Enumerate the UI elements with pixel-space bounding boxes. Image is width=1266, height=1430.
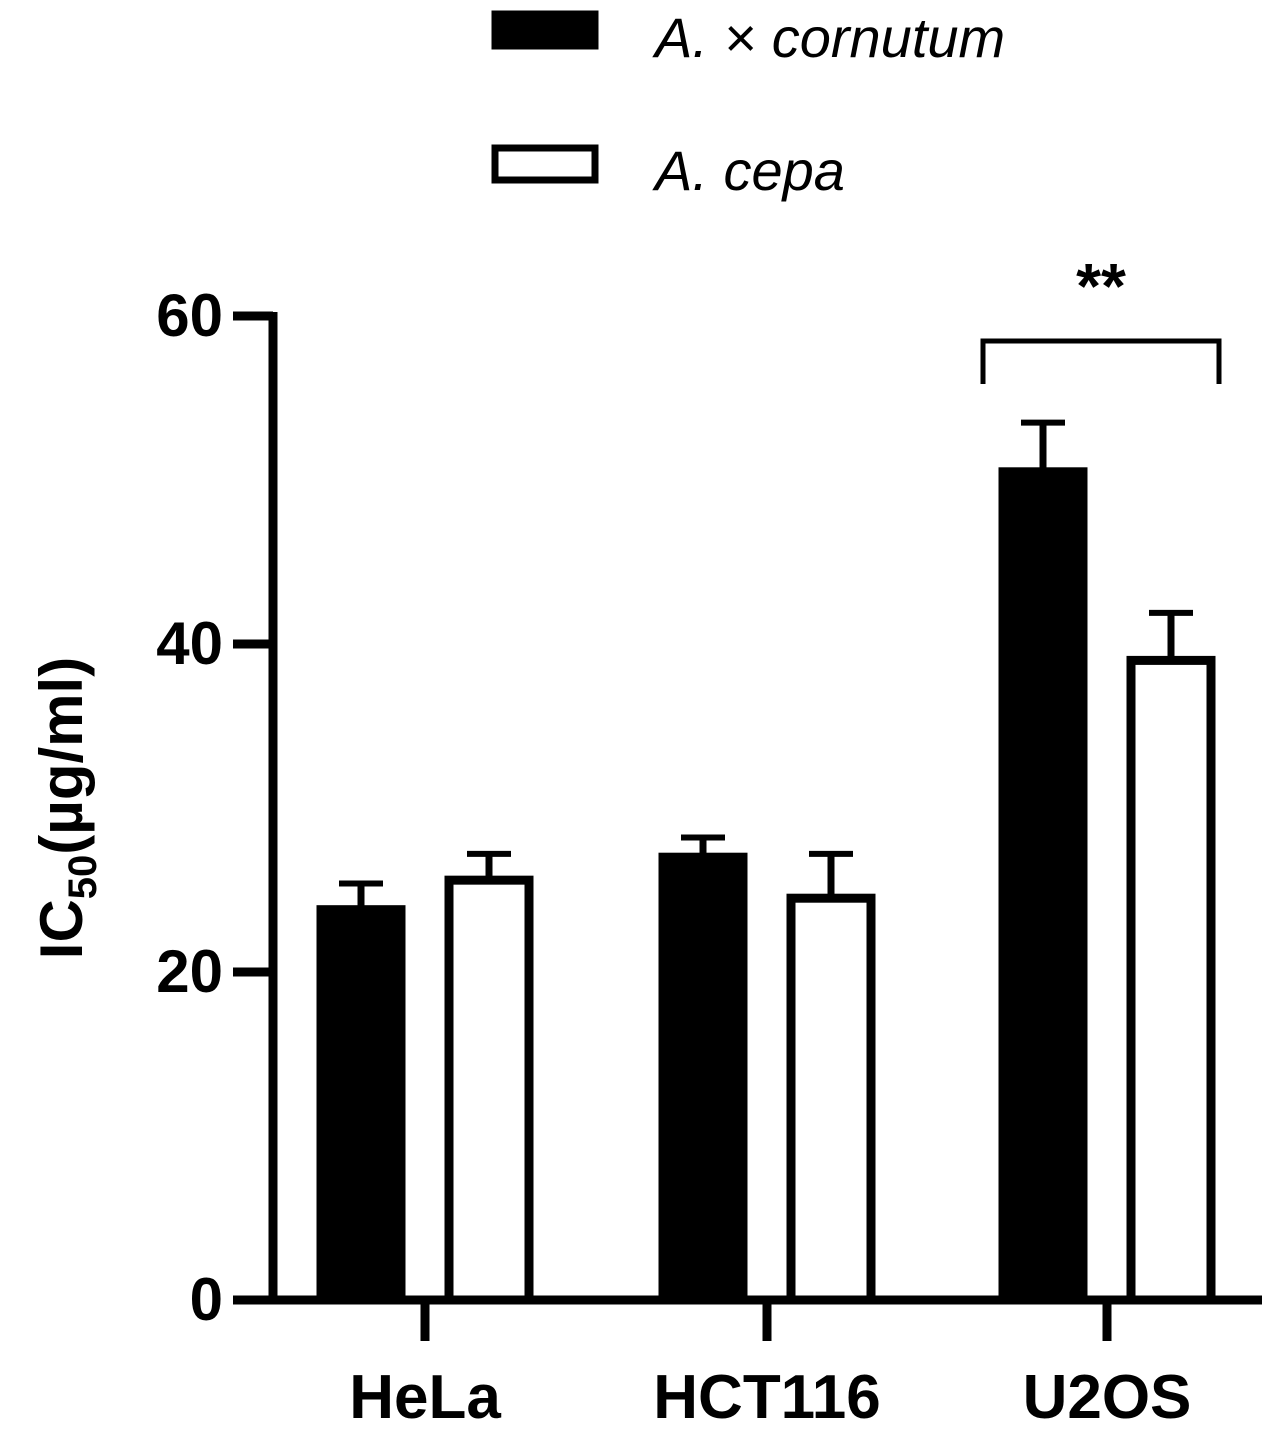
y-axis-label: IC50(µg/ml) <box>28 657 105 959</box>
y-tick-label-20: 20 <box>156 938 223 1005</box>
significance-label-u2os: ** <box>1076 250 1126 322</box>
x-tick-label-u2os: U2OS <box>1023 1363 1192 1430</box>
legend-label-series-1: A. × cornutum <box>652 6 1005 69</box>
legend-label-series-2: A. cepa <box>652 139 845 202</box>
x-tick-label-hct116: HCT116 <box>653 1363 880 1430</box>
y-tick-label-60: 60 <box>156 282 223 349</box>
bar-cornutum-hela <box>316 905 406 1305</box>
x-tick-label-hela: HeLa <box>349 1363 501 1430</box>
legend: A. × cornutum A. cepa <box>491 6 1005 202</box>
bar-cepa-u2os <box>1126 655 1216 1305</box>
bar-cepa-hela <box>444 875 534 1305</box>
bar-cepa-hct116 <box>786 893 876 1305</box>
plot-area: 0 20 40 60 HeLa HCT116 U2OS ** <box>156 250 1262 1430</box>
legend-swatch-series-2 <box>491 144 599 184</box>
significance-bracket-u2os <box>980 338 1222 384</box>
bar-cornutum-u2os <box>998 467 1088 1305</box>
y-tick-label-0: 0 <box>190 1266 223 1333</box>
bar-cornutum-hct116 <box>658 852 748 1305</box>
legend-swatch-series-1 <box>491 10 599 50</box>
y-tick-label-40: 40 <box>156 610 223 677</box>
